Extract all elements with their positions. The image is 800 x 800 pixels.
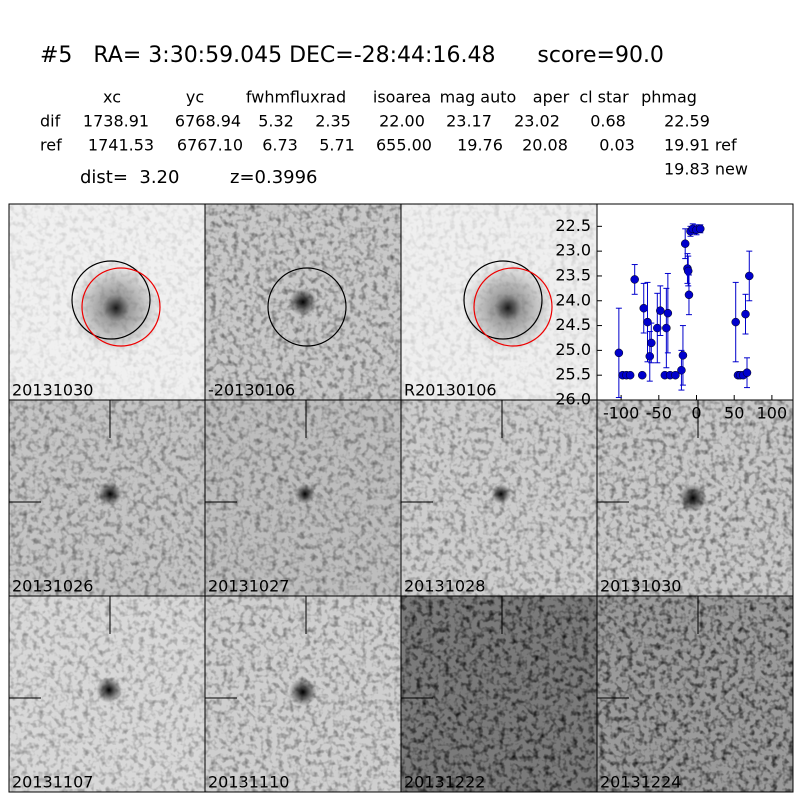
column-header: yc <box>186 88 204 107</box>
cell: 22.59 <box>664 112 710 131</box>
panel-label: 20131027 <box>208 577 289 596</box>
point <box>680 239 690 248</box>
y-tick-label: 23.5 <box>555 265 591 284</box>
point <box>742 368 752 377</box>
column-header: mag auto <box>440 88 517 107</box>
source <box>289 678 317 706</box>
panel-label: 20131030 <box>600 577 681 596</box>
aperture-circle <box>81 267 161 347</box>
point <box>671 370 680 380</box>
point <box>663 308 673 318</box>
point <box>741 309 750 319</box>
panel-label: 20131026 <box>12 577 93 596</box>
phmag-new: 19.83 new <box>664 160 748 179</box>
cell: 19.91 ref <box>664 136 737 155</box>
x-tick-label: 50 <box>724 404 744 423</box>
x-tick-label: 0 <box>691 404 701 423</box>
cell: 6768.94 <box>175 112 241 131</box>
point <box>696 224 705 234</box>
cell: 5.32 <box>258 112 294 131</box>
point <box>677 365 686 375</box>
panel-label: 20131028 <box>404 577 485 596</box>
panel-label: 20131222 <box>404 773 485 792</box>
source <box>96 677 122 703</box>
cell: 1738.91 <box>83 112 149 131</box>
point <box>684 290 694 300</box>
column-header: isoarea <box>373 88 431 107</box>
point <box>639 303 648 313</box>
y-tick-label: 26.0 <box>555 390 591 409</box>
panel-frame <box>596 595 794 793</box>
panel-label: -20130106 <box>208 381 295 400</box>
source <box>463 263 553 353</box>
cell: 23.02 <box>514 112 560 131</box>
y-tick-label: 24.0 <box>555 290 591 309</box>
aperture-circle <box>473 267 553 347</box>
column-header: aper <box>533 88 570 107</box>
source <box>491 484 511 504</box>
stamp-noise <box>401 596 597 792</box>
x-tick-label: 100 <box>757 404 788 423</box>
column-header: phmag <box>641 88 697 107</box>
cell: 0.03 <box>599 136 635 155</box>
source <box>295 484 315 504</box>
cell: 22.00 <box>379 112 425 131</box>
y-tick-label: 25.5 <box>555 365 591 384</box>
point <box>745 271 754 281</box>
cell: 20.08 <box>522 136 568 155</box>
panel-label: R20130106 <box>404 381 497 400</box>
y-tick-label: 24.5 <box>555 315 591 334</box>
point <box>630 275 639 284</box>
point <box>656 306 665 315</box>
title: #5 RA= 3:30:59.045 DEC=-28:44:16.48 scor… <box>40 43 664 68</box>
cell: 2.35 <box>315 112 351 131</box>
point <box>678 351 688 360</box>
point <box>662 323 671 333</box>
cell: 19.76 <box>457 136 503 155</box>
row-label: ref <box>40 136 62 155</box>
point <box>637 370 647 380</box>
point <box>625 370 635 380</box>
source <box>98 482 122 506</box>
cell: 6767.10 <box>177 136 243 155</box>
point <box>614 348 624 358</box>
dist: dist= 3.20 <box>80 167 179 188</box>
cell: 1741.53 <box>88 136 154 155</box>
cell: 6.73 <box>262 136 298 155</box>
y-tick-label: 25.0 <box>555 340 591 359</box>
x-tick-label: -100 <box>603 404 639 423</box>
source <box>679 484 707 512</box>
cell: 655.00 <box>376 136 432 155</box>
stamp-noise <box>597 596 793 792</box>
cell: 5.71 <box>319 136 355 155</box>
ref-circle <box>463 260 543 340</box>
source <box>71 263 161 353</box>
point <box>647 338 656 348</box>
column-header: cl star <box>579 88 629 107</box>
point <box>645 352 655 361</box>
panel-label: 20131224 <box>600 773 681 792</box>
row-label: dif <box>40 112 61 131</box>
plot-area <box>596 203 794 401</box>
cell: 23.17 <box>446 112 492 131</box>
source <box>289 288 317 316</box>
cell: 0.68 <box>590 112 626 131</box>
panel-label: 20131107 <box>12 773 93 792</box>
column-header: fwhm <box>246 88 290 107</box>
point <box>653 323 662 333</box>
column-header: xc <box>103 88 121 107</box>
panel-label: 20131030 <box>12 381 93 400</box>
redshift: z=0.3996 <box>230 167 318 188</box>
x-tick-label: -50 <box>646 404 672 423</box>
panel-label: 20131110 <box>208 773 289 792</box>
point <box>731 317 740 327</box>
ref-circle <box>71 260 151 340</box>
point <box>643 317 652 327</box>
y-tick-label: 23.0 <box>555 241 591 260</box>
ref-circle <box>267 267 347 347</box>
point <box>683 266 693 276</box>
column-header: fluxrad <box>290 88 346 107</box>
y-tick-label: 22.5 <box>555 216 591 235</box>
